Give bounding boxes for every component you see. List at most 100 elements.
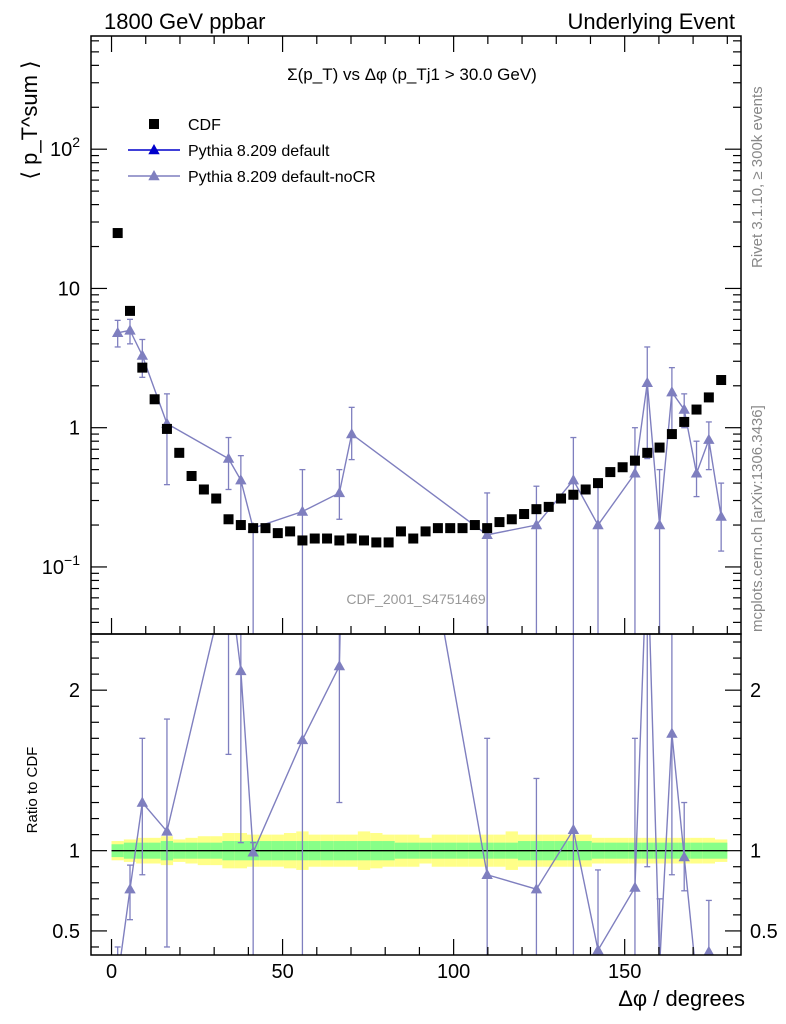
mc-noCR-point xyxy=(345,428,358,439)
main-panel-marks xyxy=(111,228,727,634)
ratio-noCR-point xyxy=(642,540,653,550)
mc-noCR-point xyxy=(136,349,149,360)
y-tick-label: 102 xyxy=(50,134,80,161)
cdf-point xyxy=(469,520,480,531)
ratio-noCR-point xyxy=(223,564,234,574)
header-right: Underlying Event xyxy=(567,9,735,34)
mc-noCR-point xyxy=(481,528,493,540)
mc-noCR-point xyxy=(592,519,604,530)
cdf-point xyxy=(334,535,345,546)
cdf-point xyxy=(679,416,690,427)
ratio-y-tick-label-right: 2 xyxy=(750,680,761,702)
cdf-point xyxy=(593,478,603,489)
legend-marker-triangle xyxy=(148,170,160,181)
mc-noCR-point xyxy=(703,433,715,444)
y-tick-label: 1 xyxy=(69,418,80,440)
mc-noCR-point xyxy=(222,452,235,463)
mc-noCR-point xyxy=(235,474,247,485)
axes: 10−1 1 10 102 0.5 0.5 1 1 2 2 0 50 100 150 xyxy=(42,35,778,983)
legend-label: CDF xyxy=(188,117,221,134)
ratio-y-tick-label-right: 1 xyxy=(750,841,761,863)
cdf-point xyxy=(494,517,505,528)
mc-noCR-point xyxy=(530,519,543,530)
cdf-point xyxy=(112,228,123,239)
mc-noCR-point xyxy=(641,376,653,388)
cdf-point xyxy=(568,489,579,500)
cdf-point xyxy=(605,467,616,478)
cdf-point xyxy=(629,455,640,466)
ratio-noCR-point xyxy=(124,883,136,894)
ratio-noCR-line xyxy=(120,634,712,955)
mcplots-label: mcplots.cern.ch [arXiv:1306.3436] xyxy=(749,405,766,632)
cdf-point xyxy=(174,447,185,458)
ratio-noCR-point xyxy=(235,664,247,676)
mc-noCR-point xyxy=(567,474,580,485)
cdf-point xyxy=(716,375,727,386)
cdf-point xyxy=(186,470,197,481)
ratio-frame xyxy=(90,633,742,956)
cdf-point xyxy=(248,523,259,534)
cdf-point xyxy=(642,447,653,458)
mc-noCR-point xyxy=(629,467,641,478)
cdf-point xyxy=(149,394,160,405)
ratio-noCR-point xyxy=(678,851,690,862)
ratio-noCR-point xyxy=(530,883,543,894)
legend-marker-triangle xyxy=(148,144,160,155)
legend-marker-cdf xyxy=(149,119,159,129)
x-tick-label: 150 xyxy=(608,961,641,983)
cdf-point xyxy=(445,523,456,534)
cdf-point xyxy=(395,526,406,537)
ratio-y-tick-label: 0.5 xyxy=(52,921,80,943)
cdf-point xyxy=(161,423,172,434)
ratio-noCR-point xyxy=(481,868,493,879)
ratio-noCR-point xyxy=(703,945,714,955)
y-tick-label: 10−1 xyxy=(42,552,80,579)
cdf-point xyxy=(346,533,357,544)
cdf-point xyxy=(285,526,296,537)
cdf-point xyxy=(420,526,431,537)
cdf-point xyxy=(235,520,246,531)
mc-noCR-point xyxy=(296,505,309,516)
cdf-point xyxy=(371,537,382,548)
cdf-point xyxy=(691,404,702,415)
y-tick-label: 10 xyxy=(58,278,80,300)
cdf-point xyxy=(432,523,443,534)
ratio-noCR-point xyxy=(161,825,173,836)
ratio-noCR-point xyxy=(715,973,726,983)
mc-noCR-line xyxy=(117,329,722,536)
cdf-point xyxy=(198,484,209,495)
mc-noCR-point xyxy=(333,486,346,498)
x-tick-label: 0 xyxy=(106,961,117,983)
ratio-y-tick-label-right: 0.5 xyxy=(750,921,778,943)
cdf-point xyxy=(309,533,320,544)
legend-label: Pythia 8.209 default-noCR xyxy=(188,169,376,186)
x-axis-label: Δφ / degrees xyxy=(618,986,745,1011)
ratio-noCR-point xyxy=(592,944,604,955)
cdf-point xyxy=(211,493,222,504)
ratio-y-tick-label: 2 xyxy=(69,680,80,702)
cdf-point xyxy=(272,528,283,539)
cdf-point xyxy=(666,429,677,440)
y-tick-exponent: 2 xyxy=(72,134,80,150)
ratio-noCR-point xyxy=(346,106,357,116)
watermark: CDF_2001_S4751469 xyxy=(346,591,486,607)
cdf-point xyxy=(617,462,628,473)
ratio-noCR-point xyxy=(136,796,149,807)
mc-noCR-point xyxy=(653,519,666,530)
cdf-point xyxy=(297,535,308,546)
cdf-point xyxy=(137,362,148,373)
cdf-point xyxy=(408,533,419,544)
main-ylabel: ⟨ p_T^sum ⟩ xyxy=(17,60,42,179)
cdf-point xyxy=(359,535,369,546)
cdf-point xyxy=(260,523,271,534)
ratio-noCR-point xyxy=(333,660,346,671)
rivet-label: Rivet 3.1.10, ≥ 300k events xyxy=(749,86,766,268)
mc-noCR-point xyxy=(690,467,703,478)
cdf-point xyxy=(457,523,468,534)
cdf-point xyxy=(531,504,542,515)
ratio-noCR-point xyxy=(691,973,702,983)
ratio-panel-marks xyxy=(114,106,726,983)
mc-noCR-point xyxy=(678,403,690,414)
plot-title: Σ(p_T) vs Δφ (p_Tj1 > 30.0 GeV) xyxy=(287,65,537,84)
